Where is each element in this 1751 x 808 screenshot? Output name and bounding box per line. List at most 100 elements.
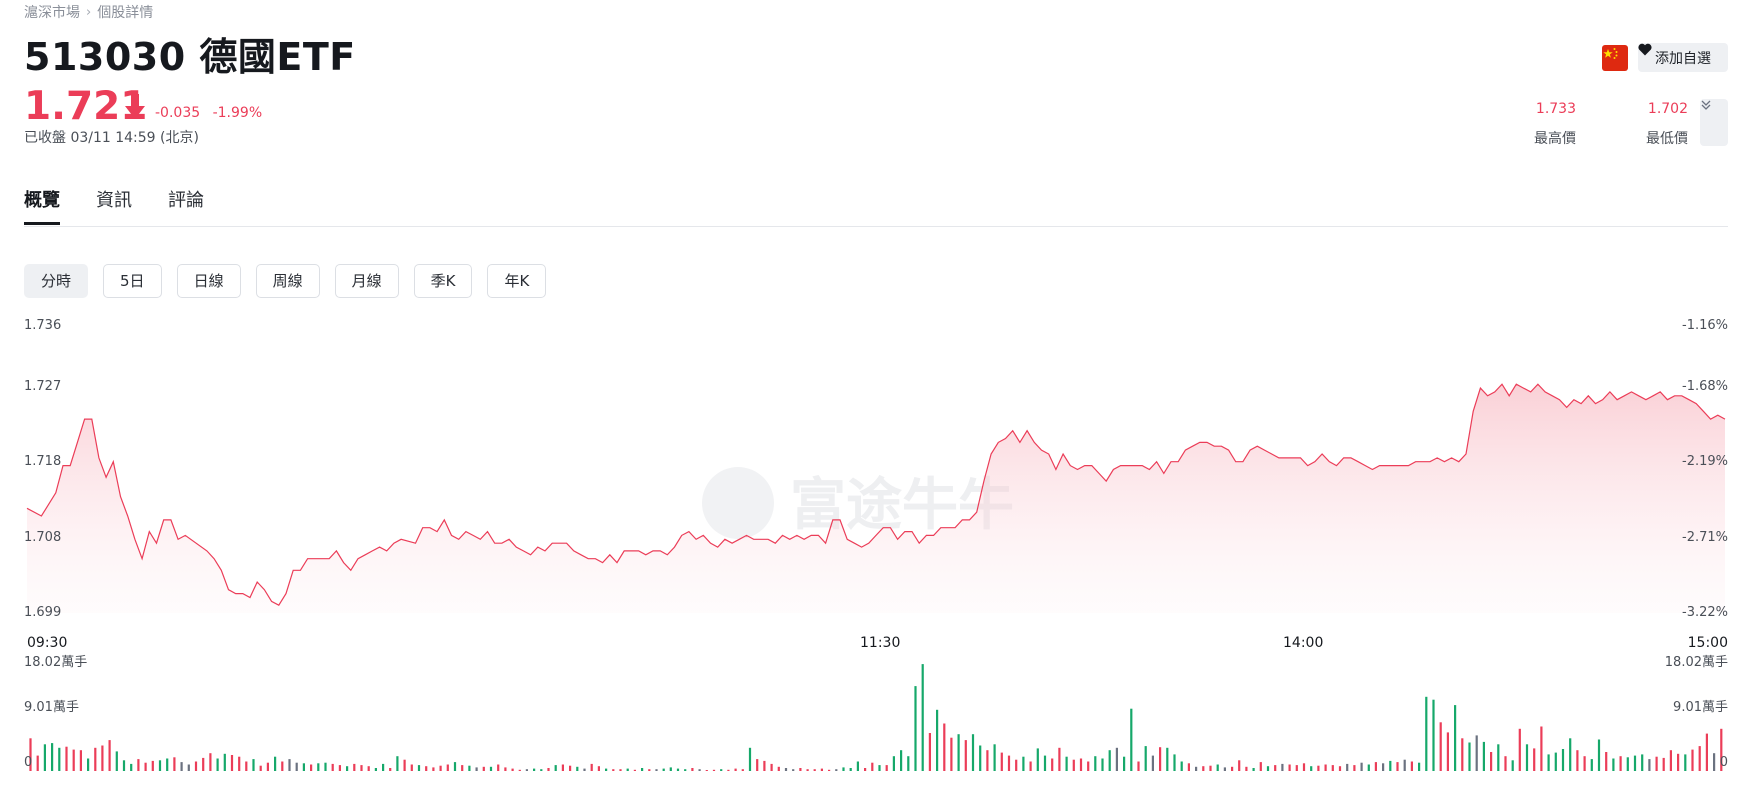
volume-bar	[569, 765, 572, 771]
expand-stats-button[interactable]	[1700, 99, 1728, 146]
volume-bar	[1108, 750, 1111, 771]
volume-bar	[712, 769, 716, 771]
period-yearly[interactable]: 年K	[487, 264, 547, 298]
volume-bar	[835, 769, 838, 771]
volume-bar	[770, 763, 773, 771]
volume-bar	[353, 763, 356, 771]
breadcrumb-market[interactable]: 滬深市場	[24, 5, 80, 21]
volume-bar	[842, 767, 845, 771]
volume-bar	[583, 768, 586, 771]
volume-bar	[590, 763, 593, 771]
volume-bar	[1051, 758, 1054, 771]
volume-bar	[1288, 764, 1291, 771]
volume-bar	[1137, 761, 1140, 771]
volume-bar	[684, 769, 687, 771]
y-right-tick-label: -1.16%	[1682, 318, 1728, 333]
volume-bar	[878, 765, 881, 771]
volume-bar	[741, 769, 744, 771]
volume-bar	[828, 769, 831, 771]
volume-bar	[324, 762, 327, 771]
volume-bar	[1317, 765, 1320, 771]
x-tick-label: 09:30	[27, 635, 68, 651]
volume-bar	[1223, 767, 1226, 771]
volume-bar	[439, 765, 442, 771]
volume-bar	[1281, 763, 1284, 771]
volume-bar	[871, 762, 874, 771]
volume-bar	[1540, 726, 1543, 771]
high-price-label: 最高價	[1534, 131, 1576, 147]
volume-bar	[410, 764, 413, 771]
period-monthly[interactable]: 月線	[334, 264, 399, 298]
volume-bar	[1590, 759, 1593, 771]
y-tick-label: 1.736	[24, 318, 62, 333]
volume-bar	[792, 769, 795, 771]
tab-overview[interactable]: 概覽	[24, 186, 60, 225]
chevron-double-down-icon	[1701, 100, 1711, 110]
volume-bar	[504, 767, 507, 771]
volume-bar	[691, 768, 694, 771]
volume-bar	[1360, 762, 1363, 771]
volume-bar	[900, 750, 903, 771]
volume-bar	[1238, 760, 1241, 771]
volume-bar	[274, 756, 277, 771]
volume-bar	[1231, 766, 1234, 771]
volume-bar	[1353, 765, 1356, 771]
volume-bar	[547, 768, 550, 771]
volume-bar	[1425, 696, 1428, 771]
volume-bar	[964, 740, 967, 771]
tab-news[interactable]: 資訊	[96, 190, 132, 211]
change-amount: -0.035	[155, 105, 201, 121]
volume-bar	[417, 765, 421, 771]
volume-bar	[1094, 756, 1097, 771]
volume-bar	[173, 757, 176, 771]
volume-bar	[1187, 763, 1190, 771]
volume-bar	[1446, 732, 1449, 771]
tab-comments[interactable]: 評論	[168, 190, 204, 211]
heart-icon	[1638, 43, 1652, 56]
arrow-down-icon	[125, 94, 145, 119]
volume-bar	[554, 765, 557, 771]
y-right-tick-label: -1.68%	[1682, 379, 1728, 394]
volume-bar	[1626, 757, 1629, 771]
main-tabs: 概覽 資訊 評論	[24, 186, 204, 225]
volume-bar	[1497, 744, 1500, 771]
volume-tick-label: 0	[24, 755, 33, 770]
volume-bar	[813, 769, 816, 771]
volume-bar	[87, 758, 90, 771]
period-5day[interactable]: 5日	[103, 264, 162, 298]
volume-bar	[1396, 762, 1399, 771]
volume-bar	[101, 745, 104, 771]
volume-bar	[310, 764, 313, 771]
volume-bar	[130, 763, 133, 771]
volume-bar	[525, 769, 528, 771]
volume-bar	[619, 769, 622, 771]
volume-bar	[943, 723, 946, 771]
price-change: -0.035 -1.99%	[155, 105, 270, 121]
volume-bar	[676, 768, 680, 771]
volume-bar	[1382, 763, 1385, 771]
volume-bar	[936, 709, 939, 771]
period-quarterly[interactable]: 季K	[413, 264, 473, 298]
volume-bar	[288, 759, 291, 771]
volume-bar	[720, 769, 723, 771]
volume-bar	[1007, 755, 1011, 771]
add-watchlist-label: 添加自選	[1655, 50, 1711, 67]
volume-bar	[1389, 760, 1392, 771]
volume-bar	[820, 768, 823, 771]
period-daily[interactable]: 日線	[176, 264, 241, 298]
volume-bar	[511, 768, 514, 771]
volume-bar	[209, 753, 212, 771]
volume-bar	[727, 769, 730, 771]
volume-bar	[137, 759, 140, 771]
volume-bar	[806, 769, 809, 771]
volume-bar	[698, 769, 701, 771]
period-intraday[interactable]: 分時	[24, 264, 89, 298]
volume-bar	[281, 761, 284, 771]
volume-bar	[1648, 759, 1651, 771]
volume-bar	[1633, 755, 1637, 771]
period-weekly[interactable]: 周線	[255, 264, 320, 298]
volume-bar	[1475, 735, 1478, 771]
low-price-value: 1.702	[1647, 101, 1688, 117]
add-watchlist-button[interactable]: 添加自選	[1638, 43, 1728, 72]
